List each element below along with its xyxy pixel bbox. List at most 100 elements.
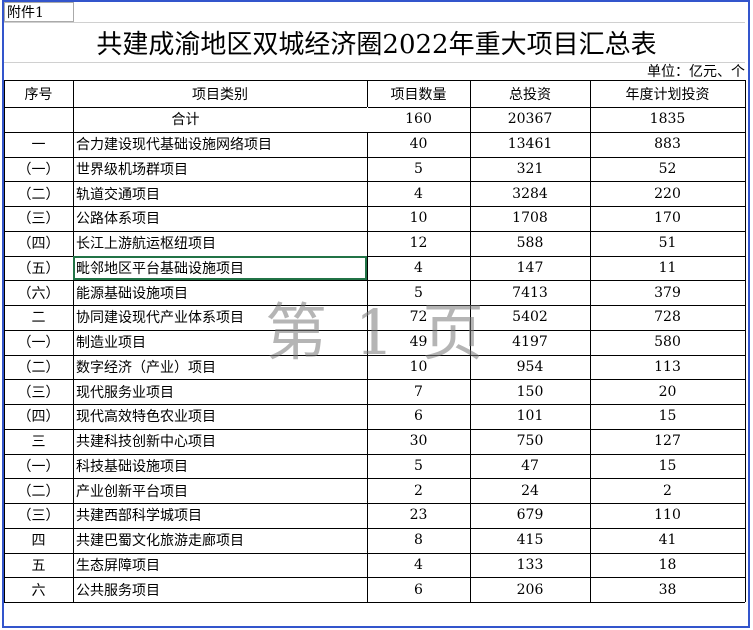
value-cell: 72 bbox=[409, 309, 428, 326]
value-cell: 170 bbox=[654, 210, 681, 227]
value-cell: 321 bbox=[516, 160, 544, 177]
row-number: （六） bbox=[17, 285, 60, 302]
total-value: 160 bbox=[405, 111, 432, 128]
row-number: （一） bbox=[17, 458, 60, 475]
value-cell: 588 bbox=[516, 235, 544, 252]
value-cell: 13461 bbox=[507, 136, 553, 153]
category: 公共服务项目 bbox=[76, 582, 160, 599]
value-cell: 3284 bbox=[512, 185, 548, 202]
row-number: 一 bbox=[31, 137, 46, 154]
value-cell: 24 bbox=[521, 482, 539, 499]
grid-line bbox=[367, 80, 368, 602]
column-header: 序号 bbox=[24, 86, 53, 103]
value-cell: 15 bbox=[658, 457, 677, 474]
category: 制造业项目 bbox=[76, 335, 146, 352]
value-cell: 7 bbox=[414, 383, 423, 400]
value-cell: 4197 bbox=[512, 334, 548, 351]
value-cell: 954 bbox=[516, 358, 544, 375]
grid-line bbox=[4, 428, 745, 430]
value-cell: 20 bbox=[658, 383, 677, 400]
value-cell: 150 bbox=[516, 383, 544, 400]
category: 公路体系项目 bbox=[76, 211, 160, 228]
column-header: 总投资 bbox=[509, 86, 551, 103]
category: 科技基础设施项目 bbox=[76, 458, 188, 475]
page-watermark: 第 1 页 bbox=[265, 296, 488, 369]
category: 轨道交通项目 bbox=[76, 186, 160, 203]
category: 产业创新平台项目 bbox=[76, 483, 188, 500]
value-cell: 5 bbox=[414, 160, 423, 177]
row-number: （三） bbox=[17, 508, 60, 525]
value-cell: 12 bbox=[409, 235, 428, 252]
category: 现代高效特色农业项目 bbox=[76, 409, 216, 426]
grid-line bbox=[4, 503, 745, 504]
value-cell: 38 bbox=[658, 581, 677, 598]
value-cell: 23 bbox=[409, 507, 428, 524]
value-cell: 415 bbox=[516, 532, 544, 549]
value-cell: 4 bbox=[414, 259, 423, 276]
unit-label: 单位：亿元、个 bbox=[647, 64, 745, 80]
value-cell: 883 bbox=[654, 136, 681, 153]
value-cell: 40 bbox=[409, 136, 428, 153]
value-cell: 147 bbox=[516, 259, 544, 276]
row-number: （五） bbox=[17, 260, 60, 277]
value-cell: 8 bbox=[414, 532, 423, 549]
category: 协同建设现代产业体系项目 bbox=[76, 310, 244, 327]
value-cell: 379 bbox=[654, 284, 681, 301]
attachment-label: 附件1 bbox=[4, 2, 74, 22]
grid-line bbox=[4, 478, 745, 480]
row-number: 三 bbox=[31, 434, 46, 451]
row-number: （一） bbox=[17, 335, 60, 352]
row-number: （四） bbox=[17, 409, 60, 426]
value-cell: 206 bbox=[516, 581, 544, 598]
grid-line bbox=[4, 181, 745, 183]
column-header: 项目类别 bbox=[192, 86, 248, 103]
row-number: （二） bbox=[17, 483, 60, 500]
grid-line bbox=[4, 379, 745, 381]
value-cell: 679 bbox=[516, 507, 544, 524]
value-cell: 113 bbox=[654, 358, 681, 375]
value-cell: 47 bbox=[521, 457, 539, 474]
grid-line bbox=[745, 80, 746, 602]
grid-line bbox=[4, 404, 745, 405]
grid-line bbox=[4, 107, 745, 108]
sheet-title: 共建成渝地区双城经济圈2022年重大项目汇总表 bbox=[96, 29, 657, 60]
category: 生态屏障项目 bbox=[76, 557, 160, 574]
grid-line bbox=[4, 305, 745, 306]
category: 合力建设现代基础设施网络项目 bbox=[76, 137, 272, 154]
grid-line bbox=[4, 230, 745, 232]
category: 数字经济（产业）项目 bbox=[76, 359, 216, 376]
total-value: 20367 bbox=[507, 111, 553, 128]
value-cell: 10 bbox=[409, 358, 428, 375]
category: 共建西部科学城项目 bbox=[76, 508, 202, 525]
column-header: 年度计划投资 bbox=[625, 86, 710, 103]
grid-line bbox=[4, 354, 745, 356]
grid-line bbox=[4, 80, 745, 81]
total-value: 1835 bbox=[649, 111, 686, 128]
value-cell: 6 bbox=[414, 581, 423, 598]
value-cell: 4 bbox=[414, 556, 423, 573]
grid-line bbox=[4, 80, 5, 602]
value-cell: 49 bbox=[409, 334, 428, 351]
category: 世界级机场群项目 bbox=[76, 161, 188, 178]
category: 共建科技创新中心项目 bbox=[76, 434, 216, 451]
grid-line bbox=[4, 206, 745, 207]
grid-line bbox=[4, 552, 745, 554]
value-cell: 10 bbox=[409, 210, 428, 227]
row-number: （二） bbox=[17, 186, 60, 203]
grid-line bbox=[4, 156, 745, 158]
value-cell: 580 bbox=[654, 334, 681, 351]
value-cell: 6 bbox=[414, 408, 423, 425]
value-cell: 133 bbox=[516, 556, 544, 573]
value-cell: 18 bbox=[658, 556, 677, 573]
grid-line bbox=[4, 329, 745, 331]
selected-cell bbox=[73, 255, 367, 281]
value-cell: 5402 bbox=[512, 309, 548, 326]
value-cell: 220 bbox=[654, 185, 681, 202]
value-cell: 1708 bbox=[512, 210, 548, 227]
value-cell: 41 bbox=[658, 532, 677, 549]
value-cell: 7413 bbox=[512, 284, 548, 301]
category: 共建巴蜀文化旅游走廊项目 bbox=[76, 533, 244, 550]
grid-line bbox=[367, 107, 368, 132]
